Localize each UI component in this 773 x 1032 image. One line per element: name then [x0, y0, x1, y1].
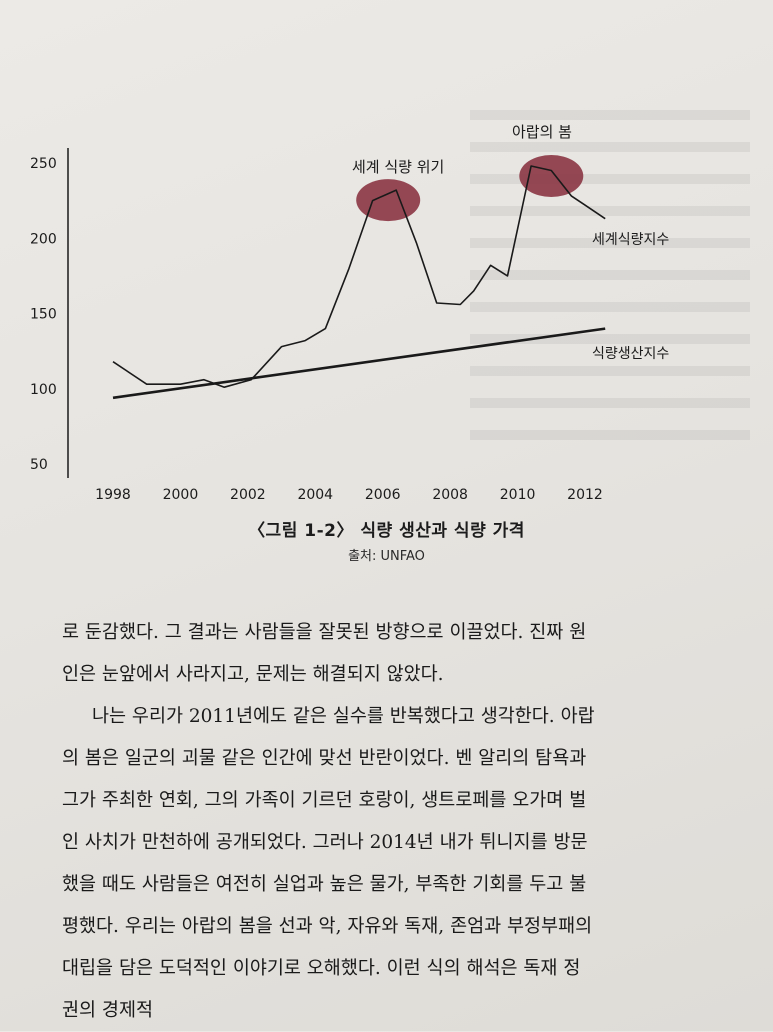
annotation-label: 세계 식량 위기 — [352, 158, 444, 176]
annotation-label: 아랍의 봄 — [512, 123, 572, 141]
show-through-text — [470, 110, 750, 440]
y-tick-label: 100 — [30, 382, 57, 398]
food-production-index-line — [112, 327, 606, 400]
body-line: 대립을 담은 도덕적인 이야기로 오해했다. 이런 식의 해석은 독재 정 — [62, 958, 581, 979]
body-line: 했을 때도 사람들은 여전히 실업과 높은 물가, 부족한 기회를 두고 불 — [62, 874, 587, 895]
y-tick-label: 200 — [30, 231, 57, 247]
x-tick-label: 2012 — [567, 487, 603, 503]
series-label: 세계식량지수 — [592, 232, 669, 248]
x-tick-label: 2004 — [297, 487, 333, 503]
x-tick-label: 2010 — [500, 487, 536, 503]
figure-source: 출처: UNFAO — [348, 549, 425, 564]
x-tick-label: 2002 — [230, 487, 266, 503]
y-tick-label: 50 — [30, 457, 48, 473]
body-line: 나는 우리가 2011년에도 같은 실수를 반복했다고 생각한다. 아랍 — [92, 706, 595, 727]
series-label: 식량생산지수 — [592, 346, 669, 362]
x-tick-label: 2000 — [163, 487, 199, 503]
body-line: 인은 눈앞에서 사라지고, 문제는 해결되지 않았다. — [62, 664, 444, 685]
highlight-ellipse — [519, 155, 584, 198]
body-line: 인 사치가 만천하에 공개되었다. 그러나 2014년 내가 튀니지를 방문 — [62, 832, 588, 853]
body-line: 그가 주최한 연회, 그의 가족이 기르던 호랑이, 생트로페를 오가며 벌 — [62, 790, 587, 811]
x-tick-label: 2006 — [365, 487, 401, 503]
body-text: 로 둔감했다. 그 결과는 사람들을 잘못된 방향으로 이끌었다. 진짜 원 인… — [62, 612, 702, 1032]
y-tick-label: 250 — [30, 156, 57, 172]
food-price-index-line — [112, 165, 606, 389]
x-tick-label: 1998 — [95, 487, 131, 503]
body-line: 의 봄은 일군의 괴물 같은 인간에 맞선 반란이었다. 벤 알리의 탐욕과 — [62, 748, 587, 769]
figure-caption: 〈그림 1-2〉 식량 생산과 식량 가격 — [248, 521, 525, 541]
x-tick-label: 2008 — [432, 487, 468, 503]
food-price-chart: 50 100 150 200 250 1998 2000 2002 2004 2006 2008 20… — [30, 123, 669, 503]
body-line: 권의 경제적 — [62, 1000, 153, 1021]
y-tick-label: 150 — [30, 307, 57, 323]
highlight-ellipse — [356, 179, 421, 222]
body-line: 로 둔감했다. 그 결과는 사람들을 잘못된 방향으로 이끌었다. 진짜 원 — [62, 622, 587, 643]
body-line: 평했다. 우리는 아랍의 봄을 선과 악, 자유와 독재, 존엄과 부정부패의 — [62, 916, 593, 937]
